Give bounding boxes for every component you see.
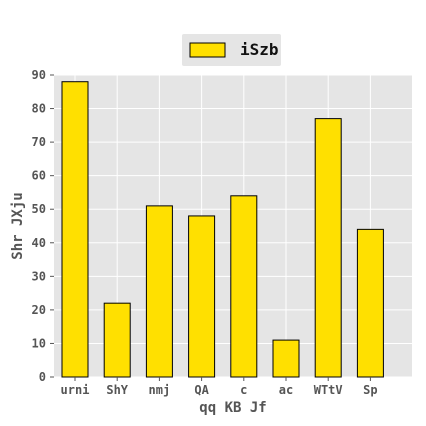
bars [61,81,384,378]
y-tick-label: 50 [32,202,46,216]
bar-QA [188,215,216,378]
legend-swatch [189,42,226,58]
y-tick-label: 30 [32,269,46,283]
bar-ShY [103,302,131,378]
legend-label: iSzb [240,40,279,59]
x-axis-label: qq KB Jf [199,400,266,416]
x-tick-label: urni [61,383,90,397]
y-tick-label: 20 [32,303,46,317]
legend-box [182,34,281,66]
x-axis-ticks: urni ShY nmj QA c ac WTtV Sp [61,377,378,397]
bar-ac [272,339,300,378]
y-tick-label: 90 [32,68,46,82]
x-tick-label: ShY [106,383,128,397]
y-axis-label: Shr JXju [10,192,26,259]
bar-WTtV [314,118,342,378]
bar-Sp [356,228,384,378]
y-tick-label: 60 [32,169,46,183]
y-tick-label: 80 [32,102,46,116]
legend: iSzb [182,34,281,66]
y-tick-label: 10 [32,336,46,350]
y-tick-label: 70 [32,135,46,149]
x-tick-label: WTtV [314,383,343,397]
y-axis-ticks: 0 10 20 30 40 50 60 70 80 90 [32,68,54,384]
x-tick-label: nmj [149,383,171,397]
bar-c [230,195,258,378]
x-tick-label: QA [194,383,209,397]
bar-nmj [145,205,173,378]
x-tick-label: Sp [363,383,377,397]
bar-urni [61,81,89,378]
y-tick-label: 0 [39,370,46,384]
y-tick-label: 40 [32,236,46,250]
x-tick-label: ac [279,383,293,397]
x-tick-label: c [240,383,247,397]
